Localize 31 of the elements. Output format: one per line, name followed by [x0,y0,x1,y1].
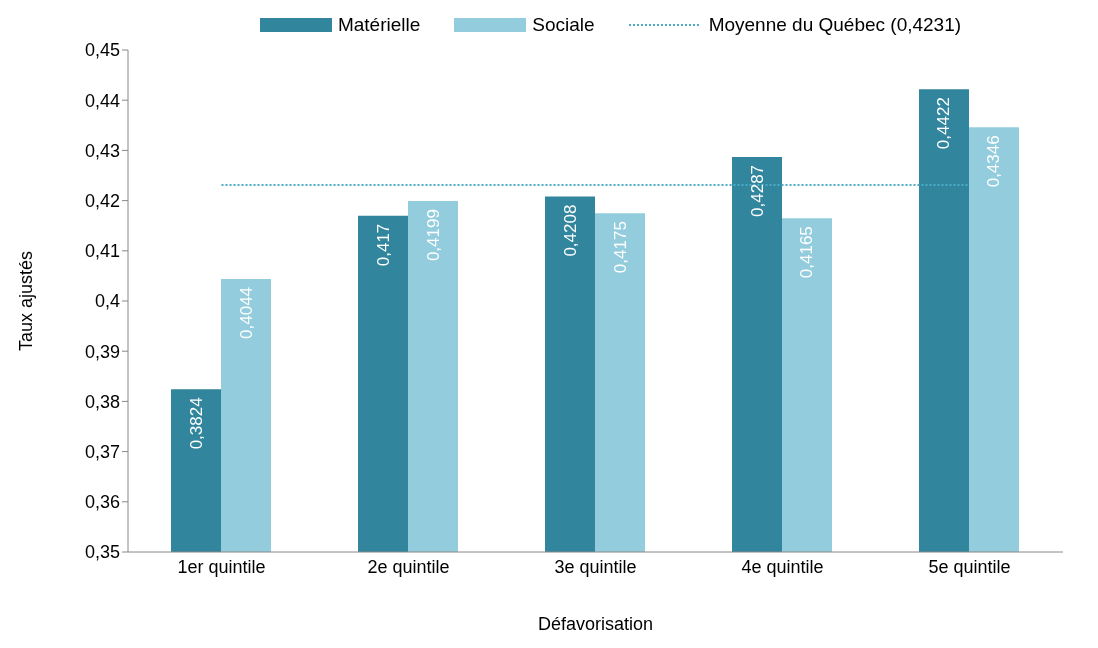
y-tick-label: 0,42 [84,190,120,211]
data-label: 0,4165 [797,226,817,279]
data-label: 0,4199 [423,209,443,262]
y-tick-label: 0,37 [84,441,120,462]
data-label: 0,4044 [236,286,256,339]
legend-label: Sociale [532,14,595,36]
x-tick-label: 3e quintile [554,556,637,577]
data-label: 0,3824 [186,397,206,450]
legend-label: Moyenne du Québec (0,4231) [708,14,962,36]
y-tick-label: 0,43 [84,140,120,161]
data-label: 0,4287 [747,164,767,217]
y-tick-label: 0,35 [84,542,120,563]
data-label: 0,4422 [934,97,954,150]
data-label: 0,4175 [610,221,630,274]
y-tick-label: 0,44 [84,90,120,111]
y-tick-label: 0,39 [84,341,120,362]
y-tick-label: 0,4 [94,291,120,312]
data-label: 0,4346 [984,135,1004,188]
y-axis-title: Taux ajustés [16,250,37,352]
legend-label: Matérielle [337,14,421,36]
y-tick-label: 0,41 [84,241,120,262]
data-label: 0,417 [373,223,393,267]
x-tick-label: 2e quintile [367,556,450,577]
x-tick-label: 1er quintile [177,556,266,577]
x-axis-title: Défavorisation [537,614,654,634]
x-tick-label: 4e quintile [741,556,824,577]
x-tick-label: 5e quintile [928,556,1011,577]
y-tick-label: 0,38 [84,391,120,412]
y-tick-label: 0,36 [84,492,120,513]
y-tick-label: 0,45 [84,40,120,61]
data-label: 0,4208 [560,204,580,257]
